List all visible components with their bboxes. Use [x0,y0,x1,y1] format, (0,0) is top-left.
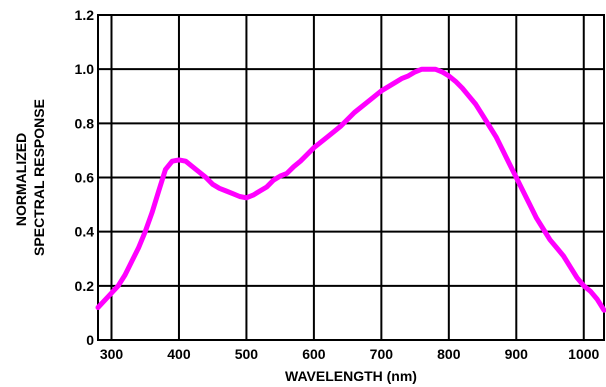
x-tick-label: 1000 [568,346,599,362]
y-tick-label: 0 [86,332,94,348]
x-tick-label: 600 [302,346,326,362]
grid-layer [98,14,604,341]
y-axis-label-line-1: NORMALIZED [13,133,29,226]
plot-border [97,14,605,341]
y-axis-label-line-2: SPECTRAL RESPONSE [31,99,47,256]
y-tick-label: 0.8 [75,115,95,131]
x-tick-label: 700 [370,346,394,362]
x-tick-label: 800 [437,346,461,362]
y-tick-label: 0.2 [75,278,95,294]
x-tick-label: 500 [235,346,259,362]
y-tick-label: 1.0 [75,61,95,77]
plot-frame [97,14,605,341]
tick-labels: 300 400 500 600 700 800 900 1000 0 0.2 0.4 0.6 0.8 1.… [75,7,600,362]
series-layer [95,66,606,313]
x-tick-label: 900 [505,346,529,362]
x-tick-label: 400 [167,346,191,362]
y-tick-label: 1.2 [75,7,95,23]
x-tick-label: 300 [100,346,124,362]
series-line [95,66,606,313]
x-axis-label: WAVELENGTH (nm) [285,368,417,384]
y-tick-label: 0.4 [75,224,95,240]
y-tick-label: 0.6 [75,170,95,186]
y-axis-label: NORMALIZED SPECTRAL RESPONSE [13,99,47,256]
